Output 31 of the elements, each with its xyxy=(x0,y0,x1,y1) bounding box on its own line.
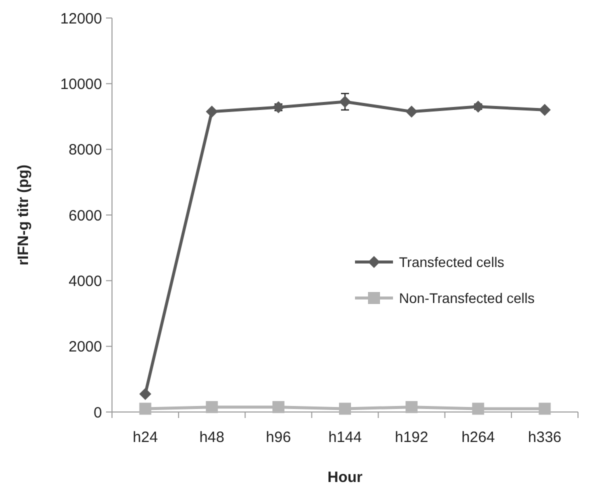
point xyxy=(406,106,418,118)
y-tick-label: 12000 xyxy=(60,10,102,28)
y-tick-label: 0 xyxy=(94,404,102,422)
point xyxy=(206,106,218,118)
y-axis-title: rIFN-g titr (pg) xyxy=(15,164,32,266)
point xyxy=(538,402,551,415)
x-tick-label: h336 xyxy=(528,429,562,446)
x-tick-label: h96 xyxy=(266,429,291,446)
point xyxy=(472,402,484,415)
point xyxy=(339,402,351,415)
y-tick-label: 10000 xyxy=(60,76,102,93)
point xyxy=(139,402,152,415)
y-tick-label: 8000 xyxy=(68,142,102,159)
x-axis-title: Hour xyxy=(328,469,363,486)
y-tick-label: 6000 xyxy=(68,207,102,224)
point xyxy=(139,388,152,400)
point xyxy=(538,104,551,116)
x-tick-label: h48 xyxy=(199,429,224,446)
x-tick-label: h24 xyxy=(132,429,158,446)
point xyxy=(206,401,218,414)
y-tick-label: 2000 xyxy=(68,338,102,356)
point xyxy=(339,96,351,108)
x-tick-label: h264 xyxy=(461,429,495,446)
x-tick-label: h144 xyxy=(328,429,362,446)
legend-label: Transfected cells xyxy=(399,254,504,270)
y-tick-label: 4000 xyxy=(68,272,102,290)
point xyxy=(406,401,418,414)
x-tick-label: h192 xyxy=(394,429,428,446)
legend-label: Non-Transfected cells xyxy=(399,290,535,306)
point xyxy=(272,401,284,414)
point xyxy=(472,100,484,113)
